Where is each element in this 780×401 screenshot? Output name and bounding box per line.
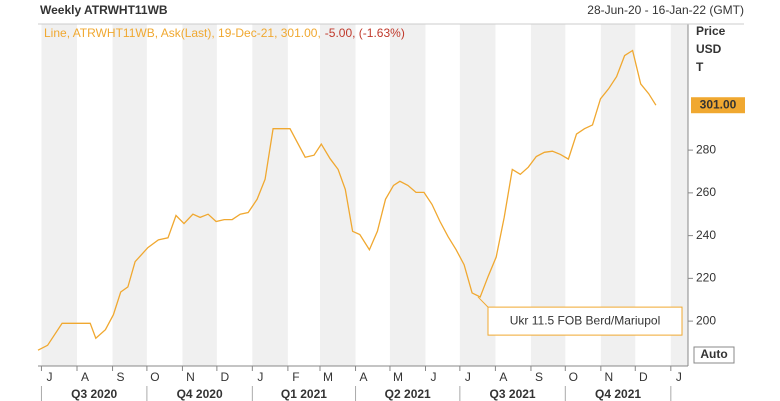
y-tick-label: 280 (696, 142, 716, 156)
month-band (182, 24, 217, 366)
price-line (37, 49, 657, 351)
month-band (319, 24, 356, 366)
annotation-leader (477, 296, 489, 308)
quarter-label: Q1 2021 (281, 387, 327, 401)
x-tick-label: D (221, 370, 230, 384)
x-tick-label: O (569, 370, 578, 384)
chart-title: Weekly ATRWHT11WB (40, 3, 168, 17)
x-tick-label: A (360, 370, 368, 384)
legend: Line, ATRWHT11WB, Ask(Last), 19-Dec-21, … (44, 26, 405, 40)
x-tick-label: S (117, 370, 125, 384)
month-band (41, 24, 77, 366)
x-tick-label: S (535, 370, 543, 384)
x-tick-label: M (323, 370, 333, 384)
date-range: 28-Jun-20 - 16-Jan-22 (GMT) (587, 3, 744, 17)
y-axis-label: T (696, 60, 704, 74)
quarter-label: Q3 2021 (490, 387, 536, 401)
x-tick-label: J (676, 370, 682, 384)
quarter-label: Q2 2021 (385, 387, 431, 401)
x-tick-label: N (186, 370, 195, 384)
x-tick-label: A (81, 370, 89, 384)
month-band (670, 24, 688, 366)
annotation-box (487, 306, 683, 336)
last-value-label: 301.00 (700, 97, 737, 111)
x-tick-label: O (150, 370, 159, 384)
x-tick-label: J (465, 370, 471, 384)
quarter-label: Q4 2020 (177, 387, 223, 401)
x-tick-label: A (499, 370, 507, 384)
x-tick-label: J (46, 370, 52, 384)
y-axis-label: USD (696, 42, 722, 56)
annotation: Ukr 11.5 FOB Berd/Mariupol (510, 313, 661, 327)
month-band (112, 24, 147, 366)
y-tick-label: 240 (696, 228, 716, 242)
x-tick-label: M (393, 370, 403, 384)
last-value-box (691, 97, 745, 114)
x-tick-label: J (257, 370, 263, 384)
x-tick-label: J (431, 370, 437, 384)
quarter-label: Q4 2021 (595, 387, 641, 401)
y-tick-label: 200 (696, 313, 716, 327)
auto-button[interactable]: Auto (700, 347, 727, 361)
month-band (252, 24, 288, 366)
quarter-label: Q3 2020 (71, 387, 117, 401)
legend-text: Line, ATRWHT11WB, Ask(Last), 19-Dec-21, … (44, 26, 321, 40)
month-band (389, 24, 426, 366)
x-tick-label: F (292, 370, 299, 384)
x-tick-label: D (639, 370, 648, 384)
x-tick-label: N (605, 370, 614, 384)
y-axis-label: Price (696, 24, 726, 38)
auto-button-bg[interactable] (693, 346, 735, 364)
y-tick-label: 220 (696, 271, 716, 285)
legend-change: -5.00, (-1.63%) (325, 26, 405, 40)
y-tick-label: 260 (696, 185, 716, 199)
